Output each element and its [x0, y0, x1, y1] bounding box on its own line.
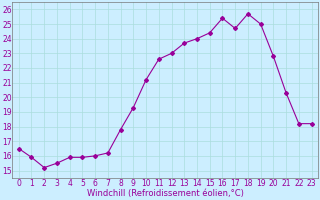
X-axis label: Windchill (Refroidissement éolien,°C): Windchill (Refroidissement éolien,°C) — [87, 189, 244, 198]
